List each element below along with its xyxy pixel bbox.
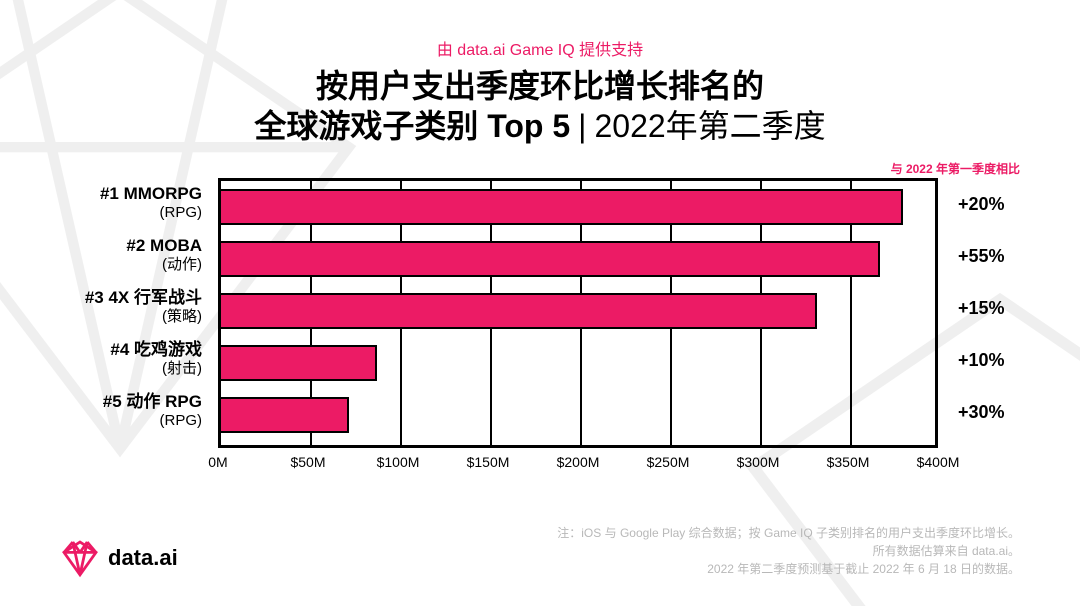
bar	[219, 241, 880, 277]
title-line-1: 按用户支出季度环比增长排名的	[0, 66, 1080, 106]
x-tick-label: $350M	[827, 454, 870, 470]
sub-label: (射击)	[52, 360, 202, 377]
title-line-2: 全球游戏子类别 Top 5|2022年第二季度	[0, 106, 1080, 146]
category-label: #5 动作 RPG(RPG)	[52, 392, 202, 429]
footnotes: 注：iOS 与 Google Play 综合数据；按 Game IQ 子类别排名…	[557, 524, 1020, 578]
growth-label: +55%	[958, 246, 1005, 267]
sub-label: (RPG)	[52, 204, 202, 221]
tagline: 由 data.ai Game IQ 提供支持	[0, 36, 1080, 60]
chart-title: 按用户支出季度环比增长排名的 全球游戏子类别 Top 5|2022年第二季度	[0, 66, 1080, 146]
diamond-icon	[60, 538, 100, 578]
sub-label: (动作)	[52, 256, 202, 273]
title-light: 2022年第二季度	[594, 108, 825, 144]
footnote-line: 注：iOS 与 Google Play 综合数据；按 Game IQ 子类别排名…	[557, 524, 1020, 542]
x-tick-label: $100M	[377, 454, 420, 470]
brand: data.ai	[60, 538, 178, 578]
x-tick-label: $300M	[737, 454, 780, 470]
category-label: #1 MMORPG(RPG)	[52, 184, 202, 221]
bar	[219, 189, 903, 225]
growth-label: +30%	[958, 402, 1005, 423]
value-labels: +20% +55% +15% +10% +30%	[950, 178, 1020, 448]
bar	[219, 293, 817, 329]
title-bold: 全球游戏子类别 Top 5	[254, 108, 570, 144]
title-divider: |	[578, 108, 586, 144]
plot-area	[218, 178, 938, 448]
compare-note: 与 2022 年第一季度相比	[891, 160, 1020, 177]
y-axis-labels: #1 MMORPG(RPG)#2 MOBA(动作)#3 4X 行军战斗(策略)#…	[60, 178, 210, 448]
x-tick-label: $150M	[467, 454, 510, 470]
rank-label: #3 4X 行军战斗	[52, 288, 202, 308]
x-tick-label: $400M	[917, 454, 960, 470]
sub-label: (RPG)	[52, 412, 202, 429]
x-tick-label: $250M	[647, 454, 690, 470]
x-tick-label: $200M	[557, 454, 600, 470]
rank-label: #5 动作 RPG	[52, 392, 202, 412]
footnote-line: 2022 年第二季度预测基于截止 2022 年 6 月 18 日的数据。	[557, 560, 1020, 578]
x-axis-ticks: 0M$50M$100M$150M$200M$250M$300M$350M$400…	[218, 454, 938, 478]
x-tick-label: 0M	[208, 454, 227, 470]
rank-label: #4 吃鸡游戏	[52, 340, 202, 360]
sub-label: (策略)	[52, 308, 202, 325]
category-label: #3 4X 行军战斗(策略)	[52, 288, 202, 325]
category-label: #2 MOBA(动作)	[52, 236, 202, 273]
rank-label: #1 MMORPG	[52, 184, 202, 204]
x-tick-label: $50M	[290, 454, 325, 470]
category-label: #4 吃鸡游戏(射击)	[52, 340, 202, 377]
bar	[219, 345, 377, 381]
brand-text: data.ai	[108, 545, 178, 571]
bar	[219, 397, 349, 433]
growth-label: +20%	[958, 194, 1005, 215]
growth-label: +10%	[958, 350, 1005, 371]
bar-chart: #1 MMORPG(RPG)#2 MOBA(动作)#3 4X 行军战斗(策略)#…	[60, 178, 1020, 488]
growth-label: +15%	[958, 298, 1005, 319]
rank-label: #2 MOBA	[52, 236, 202, 256]
footnote-line: 所有数据估算来自 data.ai。	[557, 542, 1020, 560]
